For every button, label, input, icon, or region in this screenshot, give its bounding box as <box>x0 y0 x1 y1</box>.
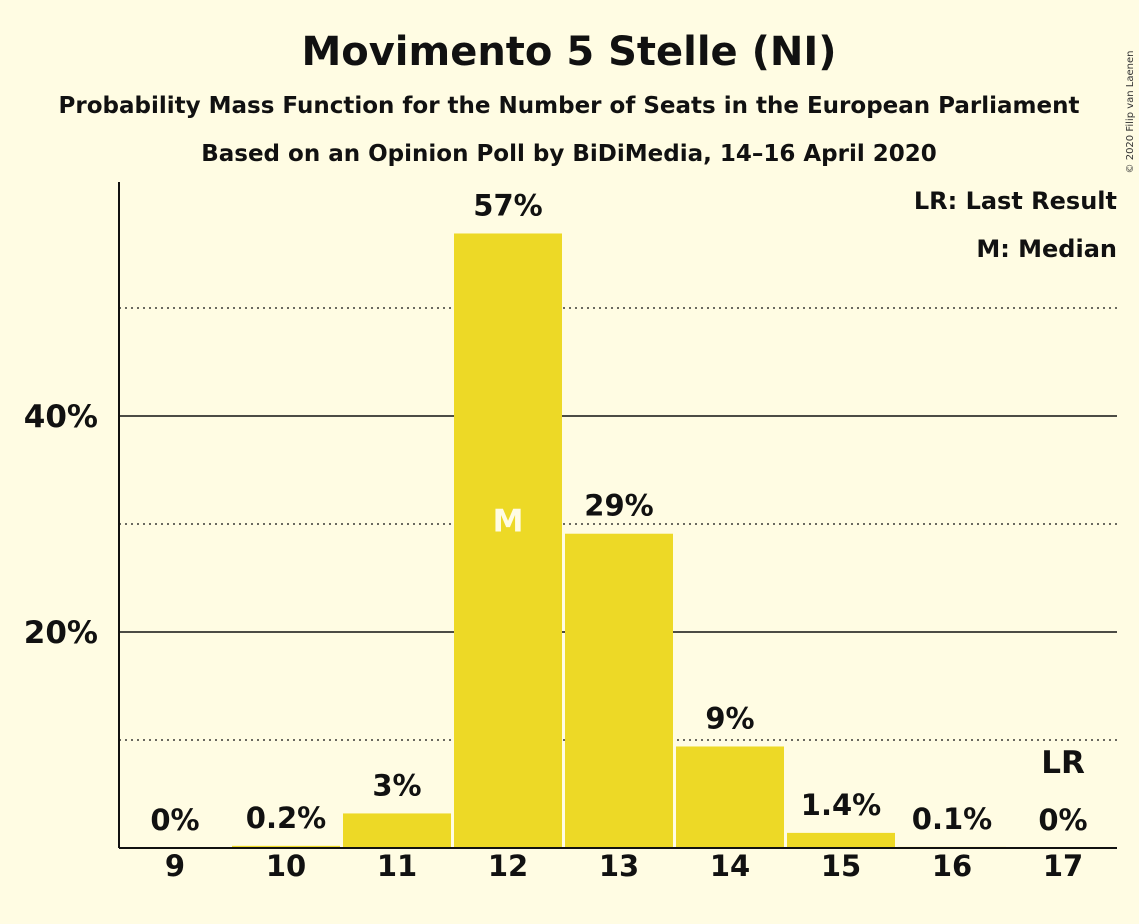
axes <box>118 182 1117 849</box>
x-tick-label-9: 9 <box>165 849 185 883</box>
chart-title: Movimento 5 Stelle (NI) <box>301 29 836 75</box>
bar-seat-10 <box>232 845 340 848</box>
median-marker: M <box>493 504 524 540</box>
x-tick-label-16: 16 <box>932 849 972 883</box>
bar-value-label-9: 0% <box>150 803 199 837</box>
bar-value-label-15: 1.4% <box>801 788 881 822</box>
bar-value-label-10: 0.2% <box>246 801 326 835</box>
bars <box>232 233 1006 849</box>
legend-last-result: LR: Last Result <box>914 187 1117 215</box>
bar-value-label-14: 9% <box>705 701 754 735</box>
x-tick-label-15: 15 <box>821 849 861 883</box>
bar-value-label-17: 0% <box>1038 803 1087 837</box>
y-tick-label-40: 40% <box>24 399 98 435</box>
chart-subtitle-line-1: Probability Mass Function for the Number… <box>59 93 1080 119</box>
x-tick-label-12: 12 <box>488 849 528 883</box>
y-tick-label-20: 20% <box>24 615 98 651</box>
x-tick-label-10: 10 <box>266 849 306 883</box>
bar-seat-14 <box>676 746 784 848</box>
legend-median: M: Median <box>976 235 1117 263</box>
bar-value-label-11: 3% <box>372 768 421 802</box>
bar-seat-13 <box>565 533 673 848</box>
bar-seat-12 <box>454 233 562 849</box>
x-tick-label-14: 14 <box>710 849 750 883</box>
copyright-notice: © 2020 Filip van Laenen <box>1125 51 1136 174</box>
bar-value-label-12: 57% <box>473 188 542 222</box>
bar-value-label-13: 29% <box>584 489 653 523</box>
x-tick-label-11: 11 <box>377 849 417 883</box>
bar-seat-15 <box>787 832 895 848</box>
labels: 20% 40% 0% 9 0.2% 10 3% 11 57% 12 M 29% 13 9% 14 1.4% 15… <box>24 188 1088 883</box>
x-tick-label-13: 13 <box>599 849 639 883</box>
bar-value-label-16: 0.1% <box>912 802 992 836</box>
chart-subtitle-line-2: Based on an Opinion Poll by BiDiMedia, 1… <box>201 141 937 167</box>
last-result-marker: LR <box>1041 745 1085 781</box>
x-tick-label-17: 17 <box>1043 849 1083 883</box>
bar-seat-11 <box>343 813 451 848</box>
